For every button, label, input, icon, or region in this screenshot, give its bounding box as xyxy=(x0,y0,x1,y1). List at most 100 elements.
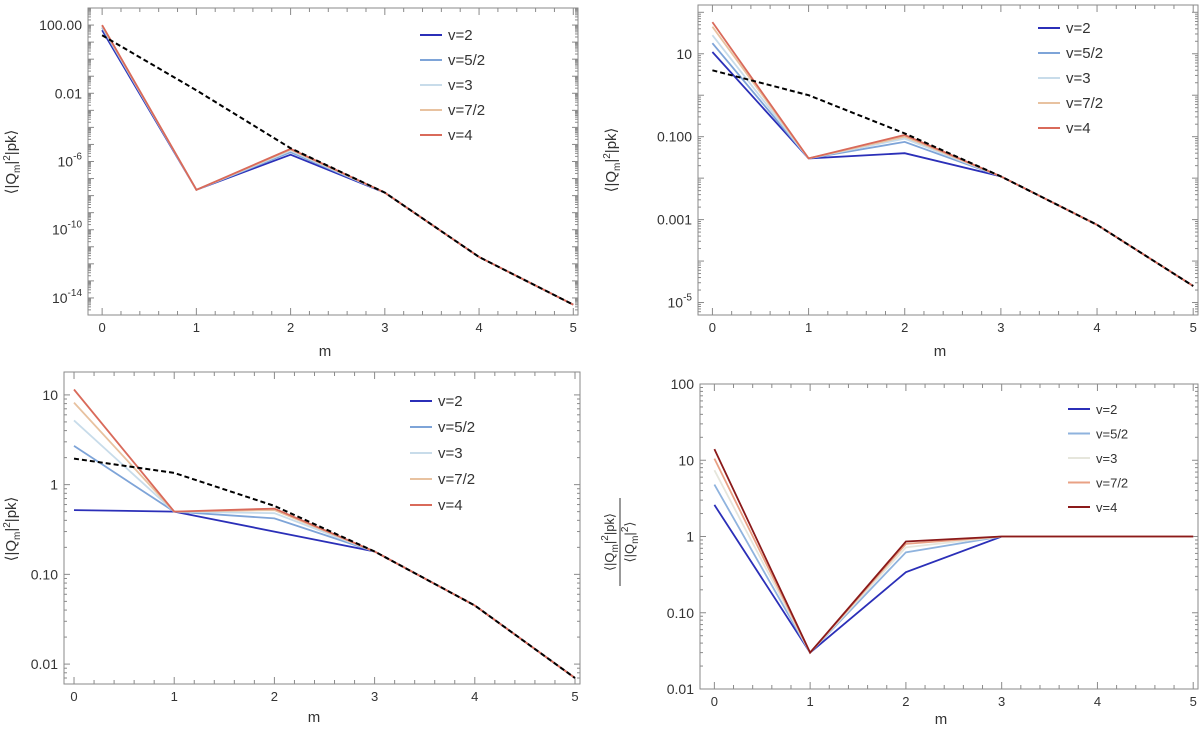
x-axis-label: m xyxy=(319,343,332,360)
y-tick-label: 10-10 xyxy=(52,220,82,238)
x-tick-label: 4 xyxy=(471,689,478,704)
series-line-v-3 xyxy=(73,419,576,679)
panel-4: 0 1 2 3 4 5 100 10 1 0.10 0.01 m ⟨|Qm|2|pk⟩ ⟨|Qm|2⟩ v=… xyxy=(600,364,1200,729)
legend: v=2 v=5/2 v=3 v=7/2 v=4 xyxy=(1068,402,1128,515)
legend-label: v=4 xyxy=(1096,500,1117,515)
y-tick-label: 10-6 xyxy=(58,152,83,170)
series-line-v-2 xyxy=(713,504,1194,654)
chart-1: 0 1 2 3 4 5 100.00 0.01 10-6 10-10 10-14 m ⟨|Qm|2|pk… xyxy=(2,7,579,360)
legend-label: v=5/2 xyxy=(1066,45,1103,62)
legend: v=2 v=5/2 v=3 v=7/2 v=4 xyxy=(1038,20,1103,137)
series-line-v-7-2 xyxy=(101,24,574,306)
legend-label: v=3 xyxy=(1066,70,1091,87)
panel-1: 0 1 2 3 4 5 100.00 0.01 10-6 10-10 10-14 m ⟨|Qm|2|pk… xyxy=(0,0,600,365)
y-tick-label: 0.100 xyxy=(657,129,692,145)
legend: v=2 v=5/2 v=3 v=7/2 v=4 xyxy=(410,393,475,514)
y-tick-label: 1 xyxy=(686,529,694,545)
x-tick-label: 0 xyxy=(99,320,106,335)
y-tick-label: 10 xyxy=(678,452,694,468)
legend-label: v=5/2 xyxy=(448,52,485,69)
legend-label: v=2 xyxy=(438,393,463,410)
legend-label: v=5/2 xyxy=(438,419,475,436)
series-line-v-3 xyxy=(101,25,574,306)
chart-2: 0 1 2 3 4 5 10 0.100 0.001 10-5 m ⟨|Qm|2|pk⟩ v=2 v=5/… xyxy=(602,4,1199,360)
panel-3: 0 1 2 3 4 5 10 1 0.10 0.01 m ⟨|Qm|2|pk⟩ v=2 v=5/2 v=3 v… xyxy=(0,364,600,729)
y-axis-label: ⟨|Qm|2|pk⟩ xyxy=(2,130,23,195)
y-tick-label: 0.01 xyxy=(55,85,82,101)
legend: v=2 v=5/2 v=3 v=7/2 v=4 xyxy=(420,27,485,144)
series-line-v-4 xyxy=(73,388,576,679)
legend-label: v=2 xyxy=(1096,402,1117,417)
legend-label: v=2 xyxy=(1066,20,1091,37)
dashed-reference-line xyxy=(712,69,1194,287)
x-axis-label: m xyxy=(934,343,947,360)
series-line-v-2 xyxy=(101,29,574,306)
y-tick-label: 0.01 xyxy=(667,681,694,697)
panel-2: 0 1 2 3 4 5 10 0.100 0.001 10-5 m ⟨|Qm|2|pk⟩ v=2 v=5/… xyxy=(600,0,1200,365)
x-tick-label: 3 xyxy=(381,320,388,335)
dashed-reference-line xyxy=(73,457,576,679)
series-line-v-4 xyxy=(713,448,1194,655)
legend-label: v=4 xyxy=(448,127,473,144)
y-axis-label: ⟨|Qm|2|pk⟩ xyxy=(602,128,623,193)
y-axis-label: ⟨|Qm|2|pk⟩ xyxy=(2,497,23,562)
y-tick-label: 0.10 xyxy=(31,566,58,582)
legend-label: v=3 xyxy=(448,77,473,94)
x-tick-label: 4 xyxy=(475,320,482,335)
legend-label: v=5/2 xyxy=(1096,427,1128,442)
dashed-reference-line xyxy=(101,34,574,306)
x-tick-label: 5 xyxy=(1190,320,1197,335)
y-tick-label: 100.00 xyxy=(39,17,82,33)
y-tick-label: 10-5 xyxy=(668,293,693,311)
series-line-v-3 xyxy=(713,469,1194,655)
series-line-v-4 xyxy=(101,24,574,306)
y-axis-label: ⟨|Qm|2|pk⟩⟨|Qm|2⟩ xyxy=(600,498,641,586)
x-tick-label: 2 xyxy=(287,320,294,335)
x-tick-label: 3 xyxy=(371,689,378,704)
legend-label: v=7/2 xyxy=(438,471,475,488)
legend-label: v=7/2 xyxy=(448,102,485,119)
x-tick-label: 2 xyxy=(271,689,278,704)
legend-label: v=7/2 xyxy=(1096,476,1128,491)
y-label-denominator: ⟨|Qm|2⟩ xyxy=(620,522,641,563)
x-axis-label: m xyxy=(308,709,321,726)
chart-4: 0 1 2 3 4 5 100 10 1 0.10 0.01 m ⟨|Qm|2|pk⟩⟨|Qm|2⟩ v=… xyxy=(600,376,1199,728)
plot-frame xyxy=(63,371,581,685)
x-tick-label: 0 xyxy=(709,320,716,335)
x-tick-label: 2 xyxy=(901,320,908,335)
legend-label: v=4 xyxy=(1066,120,1091,137)
x-axis-label: m xyxy=(935,711,948,728)
legend-label: v=3 xyxy=(1096,451,1117,466)
x-tick-label: 1 xyxy=(171,689,178,704)
x-tick-label: 1 xyxy=(805,320,812,335)
x-tick-label: 2 xyxy=(902,694,909,709)
series-line-v-7-2 xyxy=(73,401,576,679)
y-tick-label: 0.01 xyxy=(31,656,58,672)
x-tick-label: 4 xyxy=(1094,694,1101,709)
y-tick-label: 10-14 xyxy=(52,288,82,306)
x-tick-label: 1 xyxy=(193,320,200,335)
y-tick-label: 0.001 xyxy=(657,212,692,228)
series-line-v-5-2 xyxy=(101,27,574,306)
x-tick-label: 5 xyxy=(1190,694,1197,709)
y-tick-label: 100 xyxy=(671,376,695,392)
x-tick-label: 0 xyxy=(711,694,718,709)
plot-frame xyxy=(697,4,1199,316)
series-line-v-4 xyxy=(711,21,1194,287)
x-tick-label: 5 xyxy=(570,320,577,335)
x-tick-label: 1 xyxy=(807,694,814,709)
x-tick-label: 3 xyxy=(998,694,1005,709)
series-line-v-5-2 xyxy=(713,484,1194,655)
y-tick-label: 10 xyxy=(42,387,58,403)
legend-label: v=4 xyxy=(438,497,463,514)
y-tick-label: 1 xyxy=(50,477,58,493)
series-line-v-2 xyxy=(711,51,1194,287)
y-label-numerator: ⟨|Qm|2|pk⟩ xyxy=(600,513,621,571)
x-tick-label: 0 xyxy=(70,689,77,704)
chart-3: 0 1 2 3 4 51010.100.01m⟨|Qm|2|pk⟩v=2v=5/2v=3v… xyxy=(2,371,581,726)
x-tick-label: 3 xyxy=(997,320,1004,335)
x-tick-label: 4 xyxy=(1093,320,1100,335)
legend-label: v=7/2 xyxy=(1066,95,1103,112)
series-line-v-3 xyxy=(711,34,1194,287)
